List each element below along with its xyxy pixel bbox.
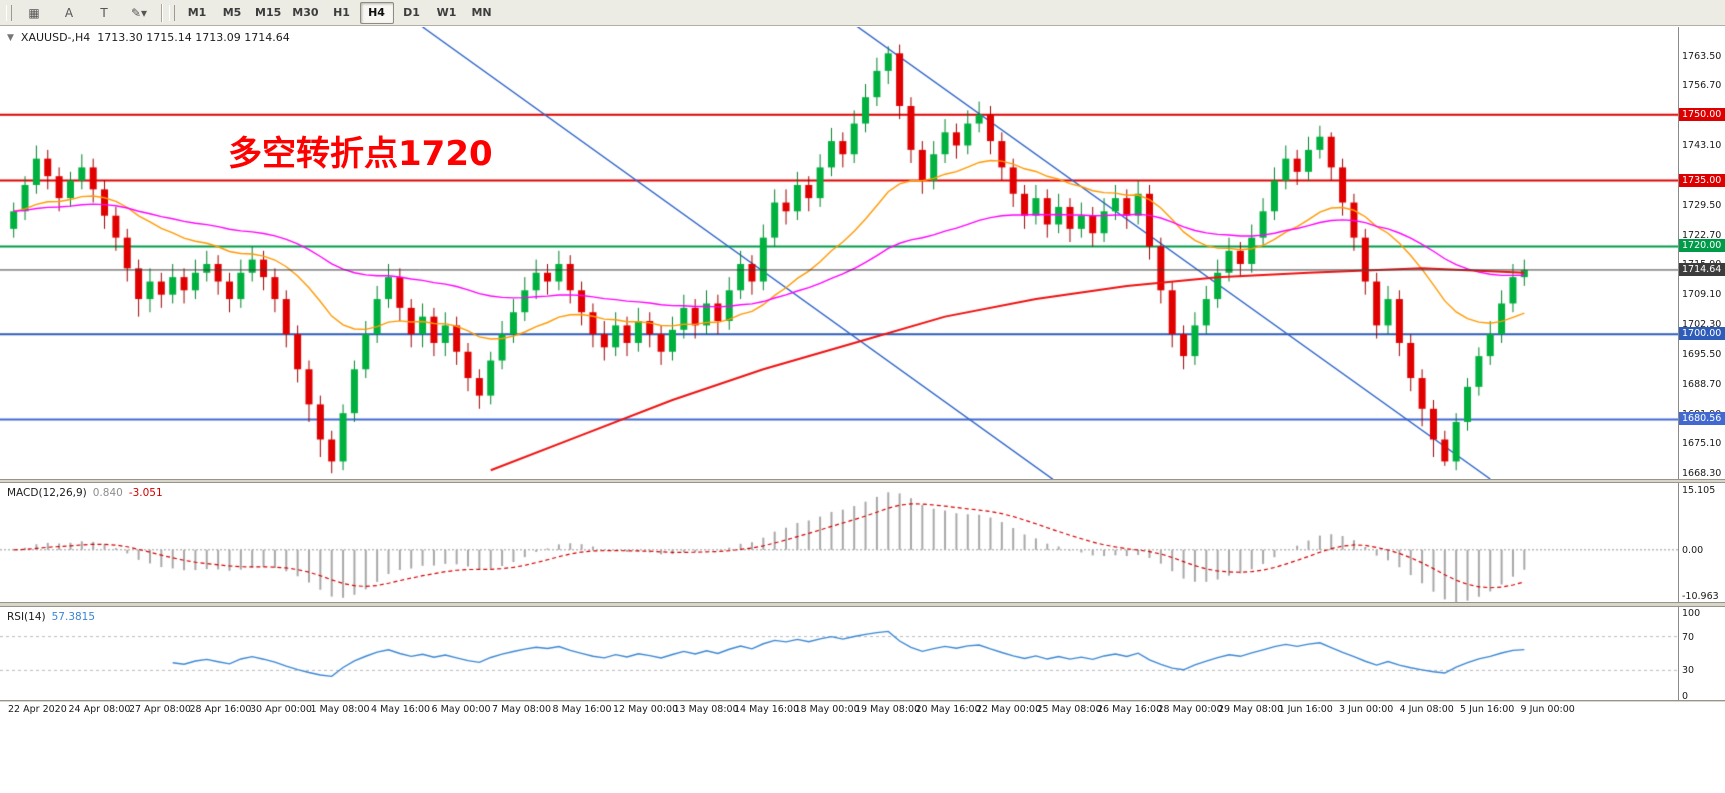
macd-signal-value: -3.051 [128,487,163,499]
date-axis-label: 1 May 08:00 [310,704,370,715]
chart-header: ▼ XAUUSD-,H4 1713.30 1715.14 1713.09 171… [7,31,290,44]
price-level-tag: 1700.00 [1679,327,1725,341]
timeframe-M15[interactable]: M15 [255,6,282,19]
text-annotation-icon[interactable]: A [64,5,74,20]
date-axis-label: 4 May 16:00 [371,704,431,715]
rsi-value: 57.3815 [51,611,96,623]
toolbar-grip[interactable] [169,4,175,21]
rsi-scale-label: 100 [1682,608,1701,619]
ohlc-values: 1713.30 1715.14 1713.09 1714.64 [97,31,290,44]
timeframe-MN[interactable]: MN [471,6,492,19]
rsi-indicator-label: RSI(14) 57.3815 [7,611,95,623]
top-toolbar: ▦ A T ✎▾ M1 M5 M15 M30 H1 H4 D1 W1 MN [0,0,1725,26]
symbol-dropdown-icon[interactable]: ▼ [7,32,14,43]
price-axis-tick: 1743.10 [1682,140,1722,152]
price-level-tag: 1735.00 [1679,173,1725,187]
macd-scale-label: 15.105 [1682,485,1716,496]
price-chart-canvas[interactable] [0,27,1678,479]
date-axis-label: 18 May 00:00 [794,704,860,715]
date-axis-label: 28 May 00:00 [1157,704,1223,715]
price-axis-tick: 1709.10 [1682,289,1722,301]
price-axis-tick: 1668.30 [1682,468,1722,480]
macd-scale-label: 0.00 [1682,544,1704,556]
date-axis-label: 22 Apr 2020 [8,704,67,715]
rsi-scale-label: 0 [1682,690,1689,702]
date-axis-label: 27 Apr 08:00 [129,704,191,715]
macd-main-value: 0.840 [92,487,123,499]
macd-scale-label: -10.963 [1682,590,1719,602]
date-axis-label: 14 May 16:00 [734,704,800,715]
date-axis-label: 25 May 08:00 [1036,704,1102,715]
macd-panel-canvas[interactable] [0,483,1678,602]
price-axis-tick: 1763.50 [1682,50,1722,62]
timeframe-M5[interactable]: M5 [222,6,242,19]
rsi-name: RSI(14) [7,611,46,623]
date-axis-label: 12 May 00:00 [613,704,679,715]
macd-name: MACD(12,26,9) [7,487,87,499]
price-axis-tick: 1756.70 [1682,80,1722,92]
panel-separator[interactable] [0,602,1725,607]
panel-separator[interactable] [0,479,1725,483]
date-axis-label: 4 Jun 08:00 [1399,704,1454,715]
timeframe-D1[interactable]: D1 [403,6,420,19]
date-axis-label: 9 Jun 00:00 [1520,704,1575,715]
timeframe-M1[interactable]: M1 [187,6,207,19]
timeframe-W1[interactable]: W1 [436,6,457,19]
date-axis-label: 30 Apr 00:00 [250,704,312,715]
rsi-scale-label: 70 [1682,631,1695,643]
timeframe-M30[interactable]: M30 [292,6,319,19]
date-axis-label: 7 May 08:00 [492,704,552,715]
date-axis-label: 8 May 16:00 [552,704,612,715]
price-axis-tick: 1695.50 [1682,348,1722,360]
date-axis-label: 28 Apr 16:00 [189,704,252,715]
date-axis-label: 13 May 08:00 [673,704,739,715]
price-axis-tick: 1722.70 [1682,229,1722,241]
price-level-tag: 1714.64 [1679,262,1725,276]
toolbar-separator [161,3,162,22]
timeframe-H1[interactable]: H1 [333,6,350,19]
date-axis-separator [0,700,1725,702]
date-axis-label: 20 May 16:00 [915,704,981,715]
date-axis-label: 1 Jun 16:00 [1278,704,1333,715]
date-axis-label: 22 May 00:00 [976,704,1042,715]
date-axis-label: 26 May 16:00 [1097,704,1163,715]
date-axis-label: 19 May 08:00 [855,704,921,715]
rsi-scale-label: 30 [1682,665,1695,677]
price-axis[interactable] [1678,27,1725,700]
price-axis-tick: 1688.70 [1682,378,1722,390]
timeframes-group: M1 M5 M15 M30 H1 H4 D1 W1 MN [180,1,499,24]
rsi-panel-canvas[interactable] [0,607,1678,700]
date-axis-label: 29 May 08:00 [1218,704,1284,715]
price-axis-tick: 1675.10 [1682,438,1722,450]
type-tool-icon[interactable]: T [100,5,108,20]
price-level-tag: 1680.56 [1679,412,1725,426]
date-axis-label: 24 Apr 08:00 [68,704,131,715]
date-axis-label: 5 Jun 16:00 [1460,704,1515,715]
date-axis-label: 3 Jun 00:00 [1339,704,1394,715]
chart-text-annotation[interactable]: 多空转折点1720 [228,134,493,174]
price-level-tag: 1750.00 [1679,107,1725,121]
price-axis-tick: 1729.50 [1682,199,1722,211]
symbol-title: XAUUSD-,H4 [20,31,91,44]
tools-group: ▦ A T ✎▾ [17,2,156,24]
draw-tools-icon[interactable]: ✎▾ [130,5,148,20]
macd-indicator-label: MACD(12,26,9) 0.840 -3.051 [7,487,163,499]
date-axis-label: 6 May 00:00 [431,704,491,715]
charts-icon[interactable]: ▦ [28,5,40,20]
timeframe-H4[interactable]: H4 [359,1,394,24]
price-level-tag: 1720.00 [1679,239,1725,253]
price-axis-tick: 1702.30 [1682,319,1722,331]
toolbar-grip[interactable] [6,4,12,21]
